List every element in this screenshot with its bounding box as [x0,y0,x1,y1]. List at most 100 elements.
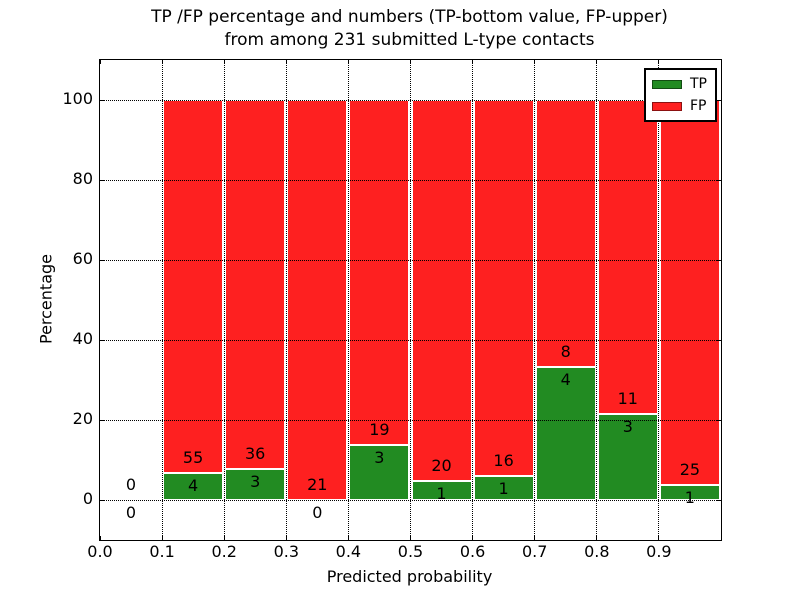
bar-fp-segment [535,100,596,367]
y-tick-right [717,339,721,341]
x-tick-top [99,60,101,64]
x-tick [534,536,536,540]
y-tick [100,419,104,421]
x-tick [596,536,598,540]
bar-fp-segment [411,100,472,481]
legend-item-fp: FP [652,98,707,114]
fp-count-label: 11 [617,389,638,409]
tp-count-label: 3 [622,417,633,437]
x-tick-top [472,60,474,64]
bar-fp-segment [349,100,410,446]
v-gridline [658,60,660,540]
fp-count-label: 8 [560,341,571,361]
x-tick-top [658,60,660,64]
x-tick-label: 0.3 [273,542,300,561]
x-tick [658,536,660,540]
fp-count-label: 25 [679,459,701,479]
bar-tp-segment [597,414,658,500]
legend-label-tp: TP [690,76,707,92]
x-tick-label: 0.1 [149,542,175,561]
x-tick [161,536,163,540]
y-tick-right [717,99,721,101]
v-gridline [410,60,411,540]
x-tick-top [285,60,287,64]
tp-count-label: 3 [374,448,385,468]
v-gridline [161,60,163,540]
bar-fp-segment [597,100,658,415]
y-tick [100,499,104,501]
y-tick [100,99,104,101]
x-tick-label: 0.5 [397,542,424,561]
x-tick [99,536,101,540]
tp-count-label: 0 [312,503,323,522]
plot-area: 0 0 55 4 36 3 21 0 19 3 20 1 16 1 8 4 11 3 25 1 TP FP [99,59,722,541]
bar-tp-segment [473,476,534,500]
x-tick [223,536,225,540]
bar-tp-segment [225,469,286,500]
chart-title-line1: TP /FP percentage and numbers (TP-bottom… [151,7,668,27]
chart-title: TP /FP percentage and numbers (TP-bottom… [99,6,720,52]
tp-count-label: 4 [188,475,199,495]
fp-count-label: 16 [493,451,514,471]
y-tick-label: 80 [72,169,93,188]
x-axis-label: Predicted probability [326,567,493,586]
y-tick-label: 60 [72,249,93,268]
y-tick-label: 20 [72,409,93,428]
y-tick-label: 100 [62,89,93,108]
v-gridline [596,60,598,540]
x-tick-top [161,60,163,64]
fp-count-label: 20 [431,455,452,475]
x-tick-label: 0.2 [211,542,237,561]
x-tick-top [534,60,536,64]
x-tick-top [347,60,349,64]
x-tick-label: 0.4 [335,542,362,561]
y-tick [100,339,104,341]
x-tick-top [410,60,411,64]
x-tick-label: 0.6 [459,542,486,561]
x-tick [285,536,287,540]
tp-count-label: 1 [684,487,695,507]
tp-count-label: 4 [560,369,571,389]
x-tick-label: 0.8 [584,542,610,561]
x-tick [410,536,411,540]
bar-tp-segment [535,366,596,500]
y-tick-right [717,259,721,261]
fp-count-label: 0 [125,475,137,494]
bar-tp-segment [659,484,720,500]
tp-count-label: 0 [125,503,137,522]
x-tick-top [223,60,225,64]
x-tick-top [596,60,598,64]
bar-fp-segment [659,100,720,485]
legend-swatch-tp [652,79,682,89]
bar-fp-segment [473,100,534,477]
y-tick-right [717,179,721,181]
y-tick-label: 0 [82,489,93,508]
x-tick-label: 0.9 [646,542,672,561]
bar-tp-segment [411,480,472,500]
v-gridline [285,60,287,540]
tp-count-label: 1 [498,479,509,499]
x-tick [472,536,474,540]
bar-tp-segment [163,472,224,500]
v-gridline [223,60,225,540]
y-tick [100,259,104,261]
v-gridline [347,60,349,540]
legend-label-fp: FP [690,98,707,114]
legend-item-tp: TP [652,76,707,92]
x-tick-label: 0.7 [521,542,548,561]
tp-count-label: 3 [250,472,261,492]
x-tick [347,536,349,540]
fp-count-label: 19 [369,420,390,440]
bar-fp-segment [225,100,286,470]
chart-title-line2: from among 231 submitted L-type contacts [224,30,595,50]
y-tick-right [717,419,721,421]
v-gridline [472,60,474,540]
bar-fp-segment [163,100,224,473]
legend: TP FP [644,68,717,122]
bar-tp-segment [349,445,410,500]
bar-fp-segment [287,100,348,500]
v-gridline [534,60,536,540]
tp-count-label: 1 [436,483,447,503]
y-tick-label: 40 [72,329,93,348]
